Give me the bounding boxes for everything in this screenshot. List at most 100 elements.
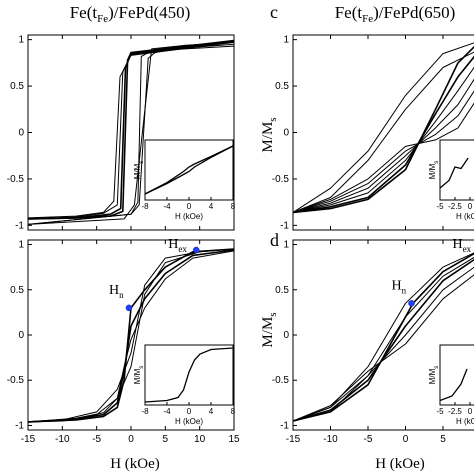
inset-ylabel: M/Ms (133, 366, 145, 385)
inset-x-tick-label: -4 (163, 407, 171, 416)
hn-label-left: Hn (109, 283, 124, 300)
series-line (292, 258, 474, 422)
y-tick-label: 0 (18, 330, 24, 341)
inset-x-tick-label: 4 (209, 407, 214, 416)
hex-label-left: Hex (168, 237, 187, 254)
x-tick-label: 5 (163, 434, 169, 445)
x-tick-label: 0 (128, 434, 134, 445)
inset-xlabel: H (kOe) (175, 212, 203, 221)
inset-x-tick-label: -5 (436, 407, 444, 416)
inset-series-line (144, 145, 234, 195)
y-tick-label: -0.5 (7, 174, 25, 185)
series-line (27, 41, 235, 220)
inset-x-tick-label: 0 (187, 407, 192, 416)
y-tick-label: 0 (283, 128, 289, 139)
inset-box (439, 344, 474, 406)
inset-x-tick-label: 4 (209, 202, 214, 211)
y-tick-label: 1 (18, 35, 24, 46)
inset-x-tick-label: 0 (468, 407, 473, 416)
x-tick-label: -15 (21, 434, 36, 445)
series-line (292, 256, 474, 422)
x-tick-label: -15 (286, 434, 301, 445)
series-line (292, 45, 474, 214)
series-line (27, 40, 235, 220)
marker-hn (408, 300, 415, 307)
xlabel-right: H (kOe) (375, 456, 425, 472)
x-tick-label: 5 (440, 434, 446, 445)
inset-x-tick-label: -8 (141, 407, 149, 416)
series-line (292, 102, 474, 213)
series-line (27, 41, 235, 219)
inset-ylabel: M/Ms (133, 161, 145, 180)
title-left: Fe(tFe)/FePd(450) (70, 3, 191, 25)
y-tick-label: 1 (283, 240, 289, 251)
inset-x-tick-label: -4 (163, 202, 171, 211)
y-tick-label: 0.5 (10, 285, 24, 296)
series-line (292, 66, 474, 213)
y-tick-label: -1 (280, 220, 289, 231)
inset-series-line (439, 368, 468, 402)
inset-xlabel: H (kOe) (175, 417, 203, 426)
x-tick-label: -10 (55, 434, 70, 445)
series-line (292, 51, 474, 213)
y-tick-label: 0.5 (10, 81, 24, 92)
xlabel-left: H (kOe) (110, 456, 160, 472)
y-tick-label: 0 (18, 128, 24, 139)
inset-x-tick-label: -5 (436, 202, 444, 211)
inset-series-line (144, 145, 234, 195)
series-line (292, 42, 474, 213)
y-tick-label: -0.5 (272, 174, 290, 185)
ylabel-top-right: M/Ms (260, 117, 279, 152)
hex-label-right: Hex (453, 237, 472, 254)
inset-x-tick-label: -2.5 (448, 202, 462, 211)
ylabel-bottom-right: M/Ms (260, 312, 279, 347)
inset-x-tick-label: 8 (231, 202, 236, 211)
y-tick-label: -0.5 (272, 375, 290, 386)
series-line (292, 78, 474, 213)
x-tick-label: 0 (403, 434, 409, 445)
inset-x-tick-label: 0 (468, 202, 473, 211)
inset-box (144, 139, 234, 201)
marker-hn (125, 304, 133, 312)
panel-label-c: c (270, 2, 278, 22)
inset-x-tick-label: 0 (187, 202, 192, 211)
inset-box (439, 139, 474, 201)
y-tick-label: 0.5 (275, 285, 289, 296)
inset-series-line (144, 347, 234, 403)
inset-x-tick-label: -2.5 (448, 407, 462, 416)
inset-xlabel: H (kOe) (456, 212, 474, 221)
x-tick-label: -5 (92, 434, 101, 445)
marker-hex (192, 246, 200, 254)
y-tick-label: 1 (18, 240, 24, 251)
series-line (27, 248, 235, 423)
axes-box (27, 34, 235, 231)
series-line (27, 41, 235, 225)
inset-box (144, 344, 234, 406)
inset-ylabel: M/Ms (428, 161, 440, 180)
x-tick-label: -10 (323, 434, 338, 445)
inset-series-line (439, 157, 469, 189)
y-tick-label: 0 (283, 330, 289, 341)
inset-xlabel: H (kOe) (456, 417, 474, 426)
series-line (292, 90, 474, 213)
panel-top-right: -1-0.500.51-5-2.50H (kOe)M/Ms (272, 34, 474, 231)
y-tick-label: -1 (15, 420, 24, 431)
series-line (292, 55, 474, 214)
hn-label-right: Hn (392, 278, 407, 295)
inset-x-tick-label: 8 (231, 407, 236, 416)
panel-top-left: -1 -0.5 0 0.5 1 -8 -4 0 4 8 H (kOe) M/Ms (7, 34, 236, 231)
y-tick-label: 1 (283, 35, 289, 46)
y-tick-label: -0.5 (7, 375, 25, 386)
panel-bottom-left: -1 -0.5 0 0.5 1 -15 -10 -5 0 5 10 15 -8 -4 0 4 8 H (kOe) M… (7, 239, 240, 445)
inset-ylabel: M/Ms (428, 366, 440, 385)
inset-x-tick-label: -8 (141, 202, 149, 211)
series-line (292, 252, 474, 422)
x-tick-label: 10 (194, 434, 206, 445)
axes-box (292, 34, 474, 231)
y-tick-label: -1 (280, 420, 289, 431)
series-line (27, 43, 235, 225)
x-tick-label: 15 (228, 434, 240, 445)
y-tick-label: 0.5 (275, 81, 289, 92)
